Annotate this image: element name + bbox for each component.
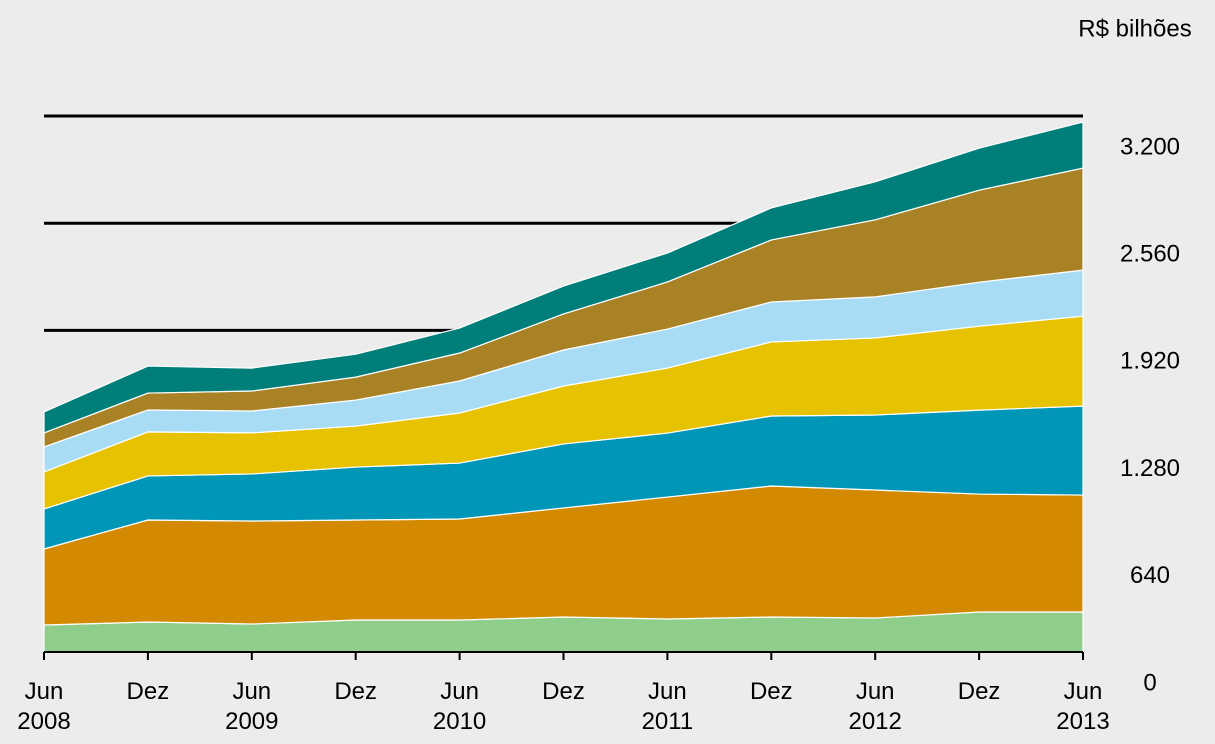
x-tick-label: Dez	[957, 678, 1001, 705]
area	[43, 121, 1084, 434]
x-tick-label: Dez	[334, 678, 378, 705]
x-tick-label: Jun 2013	[1056, 678, 1110, 735]
x-tick-label: Jun 2012	[848, 678, 902, 735]
y-tick-label: 0	[1143, 669, 1156, 696]
x-tick-label: Dez	[126, 678, 170, 705]
y-tick-label: 2.560	[1120, 241, 1180, 268]
y-tick-label: 640	[1130, 562, 1170, 589]
x-tick-label: Dez	[749, 678, 793, 705]
x-tick-label: Jun 2008	[17, 678, 71, 735]
x-tick-label: Jun 2010	[432, 678, 487, 735]
y-tick-label: 1.280	[1120, 455, 1180, 482]
y-tick-label: 1.920	[1120, 348, 1180, 375]
x-tick-label: Dez	[542, 678, 585, 705]
x-tick-label: Jun 2009	[225, 678, 279, 735]
unit-label: R$ bilhões	[1078, 15, 1191, 42]
y-tick-label: 3.200	[1120, 133, 1180, 160]
x-tick-label: Jun 2011	[641, 678, 694, 735]
